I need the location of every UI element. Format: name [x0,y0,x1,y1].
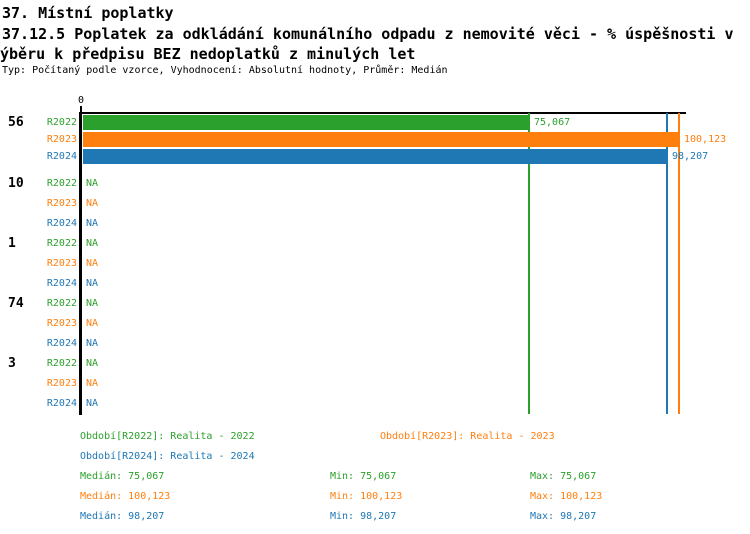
na-label: NA [86,278,99,289]
na-label: NA [86,378,99,389]
legend-item: Období[R2023]: Realita - 2023 [380,431,555,442]
row-label: R2022 [46,178,77,189]
na-label: NA [86,258,99,269]
row-label: R2022 [46,238,77,249]
group-label: 10 [8,176,24,191]
marker-line [666,113,668,414]
bar [83,149,668,164]
row-label: R2024 [46,218,77,229]
row-label: R2023 [46,318,77,329]
stat-median: Medián: 98,207 [80,511,165,522]
na-label: NA [86,398,99,409]
bar [83,115,530,130]
page-subtitle: 37.12.5 Poplatek za odkládání komunálníh… [2,25,734,43]
stat-max: Max: 100,123 [530,491,603,502]
x-axis-tick [80,106,82,112]
stat-min: Min: 100,123 [330,491,403,502]
stat-min: Min: 98,207 [330,511,397,522]
stat-max: Max: 98,207 [530,511,597,522]
stat-min: Min: 75,067 [330,471,397,482]
row-label: R2022 [46,358,77,369]
bar-value-label: 100,123 [684,133,727,145]
stat-median: Medián: 75,067 [80,471,165,482]
na-label: NA [86,178,99,189]
bar [83,132,680,147]
row-label: R2023 [46,258,77,269]
row-label: R2024 [46,278,77,289]
x-axis-line [80,112,686,114]
na-label: NA [86,198,99,209]
marker-line [678,113,680,414]
page-subtitle-cont: ýběru k předpisu BEZ nedoplatků z minulý… [0,45,416,63]
row-label: R2024 [46,338,77,349]
stat-max: Max: 75,067 [530,471,597,482]
marker-line [528,113,530,414]
na-label: NA [86,318,99,329]
legend-item: Období[R2024]: Realita - 2024 [80,451,255,462]
stat-median: Medián: 100,123 [80,491,171,502]
row-label: R2024 [46,398,77,409]
group-label: 1 [8,236,16,251]
legend-item: Období[R2022]: Realita - 2022 [80,431,255,442]
na-label: NA [86,298,99,309]
group-label: 3 [8,356,16,371]
row-label: R2022 [46,298,77,309]
na-label: NA [86,238,99,249]
row-label: R2023 [46,133,77,145]
chart-meta: Typ: Počítaný podle vzorce, Vyhodnocení:… [2,65,448,76]
row-label: R2022 [46,116,77,128]
row-label: R2024 [46,150,77,162]
bar-value-label: 98,207 [672,150,709,162]
bar-value-label: 75,067 [534,116,571,128]
y-axis-line [79,112,82,415]
row-label: R2023 [46,378,77,389]
na-label: NA [86,338,99,349]
row-label: R2023 [46,198,77,209]
group-label: 74 [8,296,24,311]
na-label: NA [86,358,99,369]
na-label: NA [86,218,99,229]
x-axis-tick-label: 0 [77,95,85,106]
page-title: 37. Místní poplatky [2,4,174,22]
group-label: 56 [8,114,24,130]
